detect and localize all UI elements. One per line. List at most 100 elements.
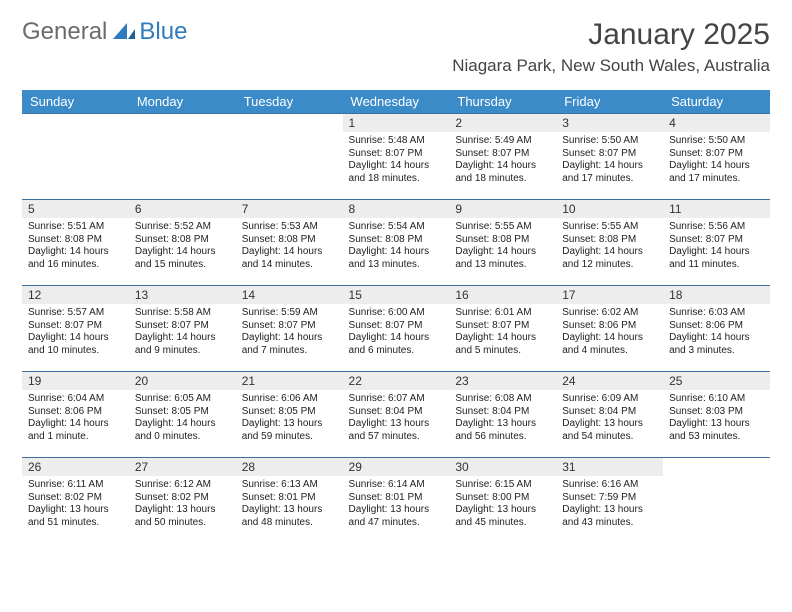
calendar-cell — [22, 114, 129, 200]
calendar-cell — [663, 458, 770, 544]
sunrise-text: Sunrise: 5:54 AM — [349, 221, 444, 234]
sunrise-text: Sunrise: 6:11 AM — [28, 479, 123, 492]
calendar-cell: 10Sunrise: 5:55 AMSunset: 8:08 PMDayligh… — [556, 200, 663, 286]
calendar-cell: 9Sunrise: 5:55 AMSunset: 8:08 PMDaylight… — [449, 200, 556, 286]
day-number — [236, 114, 343, 130]
daylight-text: Daylight: 13 hours and 45 minutes. — [455, 504, 550, 529]
sunset-text: Sunset: 8:06 PM — [28, 406, 123, 419]
sunrise-text: Sunrise: 6:15 AM — [455, 479, 550, 492]
day-number: 11 — [663, 200, 770, 218]
cell-body: Sunrise: 5:55 AMSunset: 8:08 PMDaylight:… — [556, 218, 663, 277]
col-tuesday: Tuesday — [236, 90, 343, 114]
sunset-text: Sunset: 8:07 PM — [455, 320, 550, 333]
cell-body: Sunrise: 6:03 AMSunset: 8:06 PMDaylight:… — [663, 304, 770, 363]
calendar-body: 1Sunrise: 5:48 AMSunset: 8:07 PMDaylight… — [22, 114, 770, 544]
day-number: 16 — [449, 286, 556, 304]
calendar-cell: 4Sunrise: 5:50 AMSunset: 8:07 PMDaylight… — [663, 114, 770, 200]
cell-body: Sunrise: 5:58 AMSunset: 8:07 PMDaylight:… — [129, 304, 236, 363]
sunset-text: Sunset: 8:07 PM — [669, 148, 764, 161]
day-number: 3 — [556, 114, 663, 132]
calendar-week-row: 1Sunrise: 5:48 AMSunset: 8:07 PMDaylight… — [22, 114, 770, 200]
calendar-cell: 19 Sunrise: 6:04 AMSunset: 8:06 PMDayligh… — [22, 372, 129, 458]
sunset-text: Sunset: 8:07 PM — [349, 320, 444, 333]
header: General Blue January 2025 Niagara Park, … — [22, 18, 770, 76]
col-wednesday: Wednesday — [343, 90, 450, 114]
day-number: 20 — [129, 372, 236, 390]
daylight-text: Daylight: 14 hours and 11 minutes. — [669, 246, 764, 271]
sunset-text: Sunset: 8:07 PM — [455, 148, 550, 161]
daylight-text: Daylight: 14 hours and 3 minutes. — [669, 332, 764, 357]
calendar-week-row: 19Sunrise: 6:04 AMSunset: 8:06 PMDayligh… — [22, 372, 770, 458]
cell-body: Sunrise: 5:50 AMSunset: 8:07 PMDaylight:… — [556, 132, 663, 191]
cell-body: Sunrise: 6:11 AMSunset: 8:02 PMDaylight:… — [22, 476, 129, 535]
day-number: 29 — [343, 458, 450, 476]
day-number: 19 — [22, 372, 129, 390]
cell-body: Sunrise: 6:06 AMSunset: 8:05 PMDaylight:… — [236, 390, 343, 449]
calendar-cell: 24Sunrise: 6:09 AMSunset: 8:04 PMDayligh… — [556, 372, 663, 458]
calendar-table: Sunday Monday Tuesday Wednesday Thursday… — [22, 90, 770, 544]
calendar-cell: 6Sunrise: 5:52 AMSunset: 8:08 PMDaylight… — [129, 200, 236, 286]
day-number: 21 — [236, 372, 343, 390]
day-number: 4 — [663, 114, 770, 132]
day-number: 18 — [663, 286, 770, 304]
daylight-text: Daylight: 13 hours and 56 minutes. — [455, 418, 550, 443]
sunrise-text: Sunrise: 6:09 AM — [562, 393, 657, 406]
cell-body: Sunrise: 6:08 AMSunset: 8:04 PMDaylight:… — [449, 390, 556, 449]
sunrise-text: Sunrise: 6:10 AM — [669, 393, 764, 406]
cell-body: Sunrise: 6:09 AMSunset: 8:04 PMDaylight:… — [556, 390, 663, 449]
sunrise-text: Sunrise: 6:07 AM — [349, 393, 444, 406]
day-number: 28 — [236, 458, 343, 476]
sunrise-text: Sunrise: 5:48 AM — [349, 135, 444, 148]
day-number — [129, 114, 236, 130]
daylight-text: Daylight: 14 hours and 18 minutes. — [455, 160, 550, 185]
day-number — [22, 114, 129, 130]
sunrise-text: Sunrise: 5:55 AM — [455, 221, 550, 234]
cell-body: Sunrise: 5:55 AMSunset: 8:08 PMDaylight:… — [449, 218, 556, 277]
daylight-text: Daylight: 13 hours and 50 minutes. — [135, 504, 230, 529]
sunrise-text: Sunrise: 6:04 AM — [28, 393, 123, 406]
sunrise-text: Sunrise: 5:51 AM — [28, 221, 123, 234]
sunrise-text: Sunrise: 6:02 AM — [562, 307, 657, 320]
cell-body: Sunrise: 5:50 AMSunset: 8:07 PMDaylight:… — [663, 132, 770, 191]
logo-sail-icon — [113, 23, 135, 46]
sunrise-text: Sunrise: 6:13 AM — [242, 479, 337, 492]
weekday-header-row: Sunday Monday Tuesday Wednesday Thursday… — [22, 90, 770, 114]
day-number: 9 — [449, 200, 556, 218]
cell-body — [22, 130, 129, 139]
daylight-text: Daylight: 14 hours and 1 minute. — [28, 418, 123, 443]
daylight-text: Daylight: 14 hours and 6 minutes. — [349, 332, 444, 357]
cell-body: Sunrise: 6:16 AMSunset: 7:59 PMDaylight:… — [556, 476, 663, 535]
calendar-cell: 26Sunrise: 6:11 AMSunset: 8:02 PMDayligh… — [22, 458, 129, 544]
day-number: 7 — [236, 200, 343, 218]
cell-body: Sunrise: 6:05 AMSunset: 8:05 PMDaylight:… — [129, 390, 236, 449]
calendar-cell: 3Sunrise: 5:50 AMSunset: 8:07 PMDaylight… — [556, 114, 663, 200]
day-number: 15 — [343, 286, 450, 304]
title-block: January 2025 Niagara Park, New South Wal… — [452, 18, 770, 76]
sunset-text: Sunset: 8:08 PM — [455, 234, 550, 247]
day-number: 8 — [343, 200, 450, 218]
day-number: 2 — [449, 114, 556, 132]
sunrise-text: Sunrise: 5:56 AM — [669, 221, 764, 234]
cell-body: Sunrise: 5:53 AMSunset: 8:08 PMDaylight:… — [236, 218, 343, 277]
daylight-text: Daylight: 13 hours and 51 minutes. — [28, 504, 123, 529]
calendar-week-row: 5Sunrise: 5:51 AMSunset: 8:08 PMDaylight… — [22, 200, 770, 286]
cell-body — [129, 130, 236, 139]
sunrise-text: Sunrise: 5:59 AM — [242, 307, 337, 320]
sunset-text: Sunset: 8:05 PM — [135, 406, 230, 419]
daylight-text: Daylight: 14 hours and 14 minutes. — [242, 246, 337, 271]
cell-body: Sunrise: 6:14 AMSunset: 8:01 PMDaylight:… — [343, 476, 450, 535]
cell-body: Sunrise: 6:10 AMSunset: 8:03 PMDaylight:… — [663, 390, 770, 449]
sunrise-text: Sunrise: 5:58 AM — [135, 307, 230, 320]
sunrise-text: Sunrise: 6:12 AM — [135, 479, 230, 492]
cell-body: Sunrise: 6:02 AMSunset: 8:06 PMDaylight:… — [556, 304, 663, 363]
sunset-text: Sunset: 8:08 PM — [135, 234, 230, 247]
sunset-text: Sunset: 8:02 PM — [135, 492, 230, 505]
daylight-text: Daylight: 14 hours and 17 minutes. — [669, 160, 764, 185]
sunset-text: Sunset: 8:07 PM — [28, 320, 123, 333]
col-saturday: Saturday — [663, 90, 770, 114]
day-number: 14 — [236, 286, 343, 304]
day-number: 13 — [129, 286, 236, 304]
daylight-text: Daylight: 14 hours and 13 minutes. — [349, 246, 444, 271]
daylight-text: Daylight: 13 hours and 54 minutes. — [562, 418, 657, 443]
daylight-text: Daylight: 14 hours and 18 minutes. — [349, 160, 444, 185]
